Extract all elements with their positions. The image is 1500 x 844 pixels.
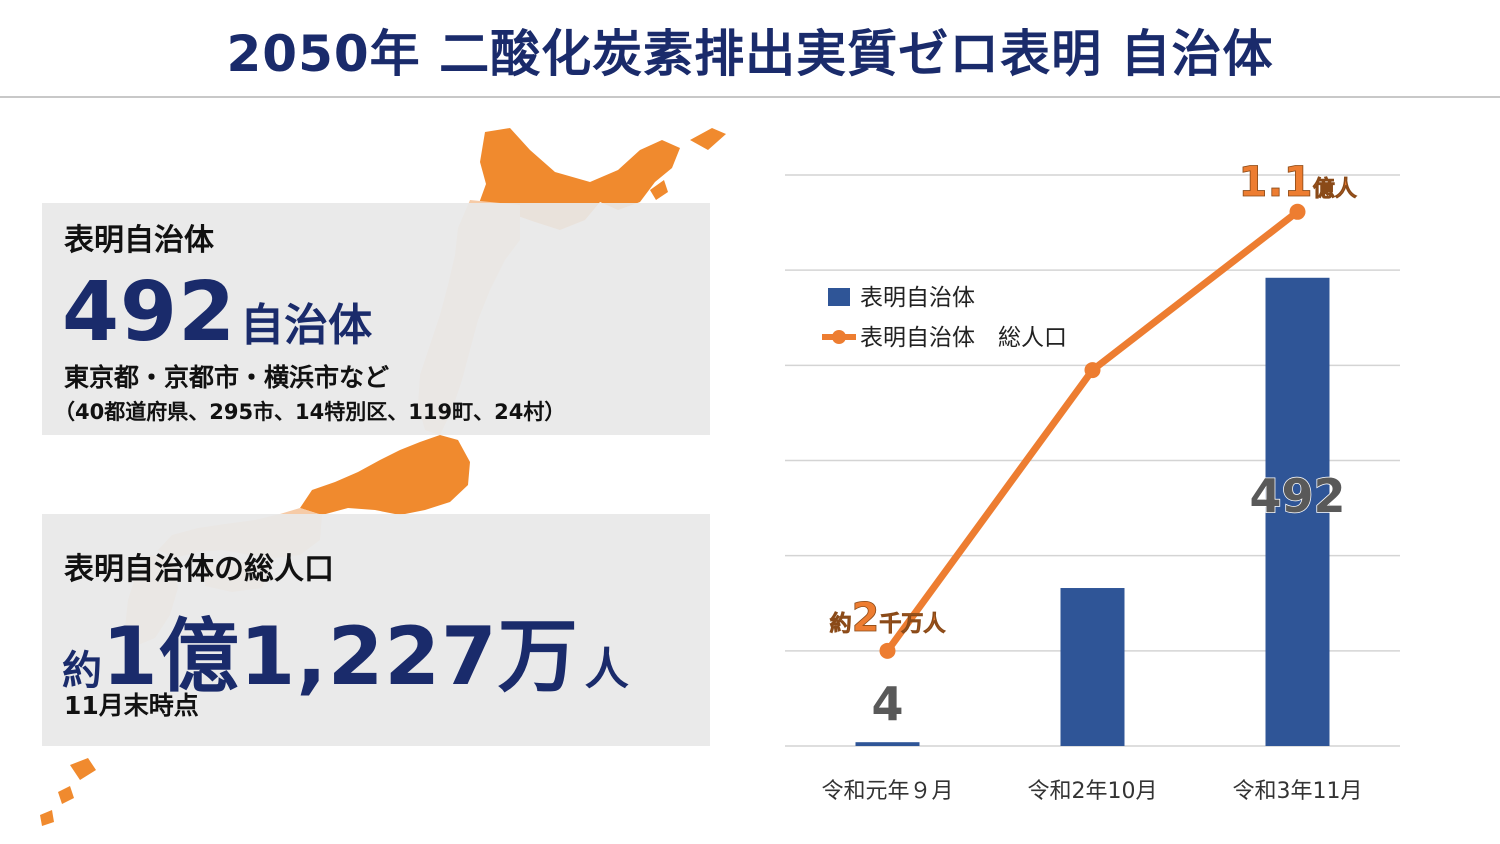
map-kanto-chubu bbox=[300, 435, 470, 515]
chart-bars bbox=[855, 277, 1330, 746]
chart-labels: 令和元年９月 令和2年10月 令和3年11月 4 492 約2千万人 1.1億人 bbox=[821, 156, 1363, 804]
population-unit: 人 bbox=[584, 644, 629, 695]
count-breakdown: （40都道府県、295市、14特別区、119町、24村） bbox=[54, 400, 566, 424]
line-annotation: 約2千万人 bbox=[830, 595, 946, 641]
bar bbox=[855, 742, 920, 746]
line-point bbox=[879, 642, 896, 659]
count-heading: 表明自治体 bbox=[64, 223, 214, 258]
annotation-suffix: 億人 bbox=[1313, 176, 1357, 202]
population-panel: 表明自治体の総人口 約1億1,227万人 11月末時点 bbox=[42, 514, 710, 746]
title-divider bbox=[0, 96, 1500, 98]
legend-line-marker bbox=[832, 330, 846, 344]
annotation-prefix: 約 bbox=[830, 611, 852, 637]
bar bbox=[1265, 277, 1330, 746]
chart-line bbox=[879, 203, 1306, 659]
annotation-suffix: 千万人 bbox=[879, 612, 945, 637]
population-line bbox=[884, 208, 1301, 655]
x-tick-label: 令和2年10月 bbox=[1028, 779, 1158, 804]
annotation-value: 2 bbox=[852, 595, 880, 641]
x-tick-label: 令和元年９月 bbox=[821, 779, 953, 804]
population-value: 約1億1,227万人 bbox=[62, 592, 629, 708]
map-okinawa bbox=[40, 758, 96, 826]
map-kuril bbox=[650, 128, 726, 200]
count-value: 492自治体 bbox=[62, 265, 372, 360]
line-point bbox=[1289, 203, 1306, 220]
population-as-of: 11月末時点 bbox=[64, 691, 199, 720]
annotation-value: 1.1 bbox=[1238, 157, 1312, 206]
population-number: 1億1,227万 bbox=[102, 610, 579, 703]
bar-data-label: 492 bbox=[1249, 469, 1345, 523]
line-point bbox=[1084, 362, 1101, 379]
population-prefix: 約 bbox=[62, 648, 102, 694]
combo-chart: 令和元年９月 令和2年10月 令和3年11月 4 492 約2千万人 1.1億人 表明自治体… bbox=[785, 156, 1400, 804]
bar-data-label: 4 bbox=[871, 677, 903, 731]
legend-line-label: 表明自治体 総人口 bbox=[860, 325, 1067, 351]
count-examples: 東京都・京都市・横浜市など bbox=[64, 363, 390, 392]
municipality-count-panel: 表明自治体 492自治体 東京都・京都市・横浜市など （40都道府県、295市、… bbox=[42, 203, 710, 435]
line-annotation: 1.1億人 bbox=[1238, 157, 1356, 206]
count-number: 492 bbox=[62, 265, 237, 360]
legend-bar-swatch bbox=[828, 288, 850, 306]
legend-bar-label: 表明自治体 bbox=[860, 285, 975, 311]
x-tick-label: 令和3年11月 bbox=[1233, 779, 1363, 804]
count-unit: 自治体 bbox=[240, 300, 373, 351]
population-heading: 表明自治体の総人口 bbox=[64, 552, 334, 587]
page-title: 2050年 二酸化炭素排出実質ゼロ表明 自治体 bbox=[226, 25, 1274, 83]
bar bbox=[1060, 588, 1125, 746]
